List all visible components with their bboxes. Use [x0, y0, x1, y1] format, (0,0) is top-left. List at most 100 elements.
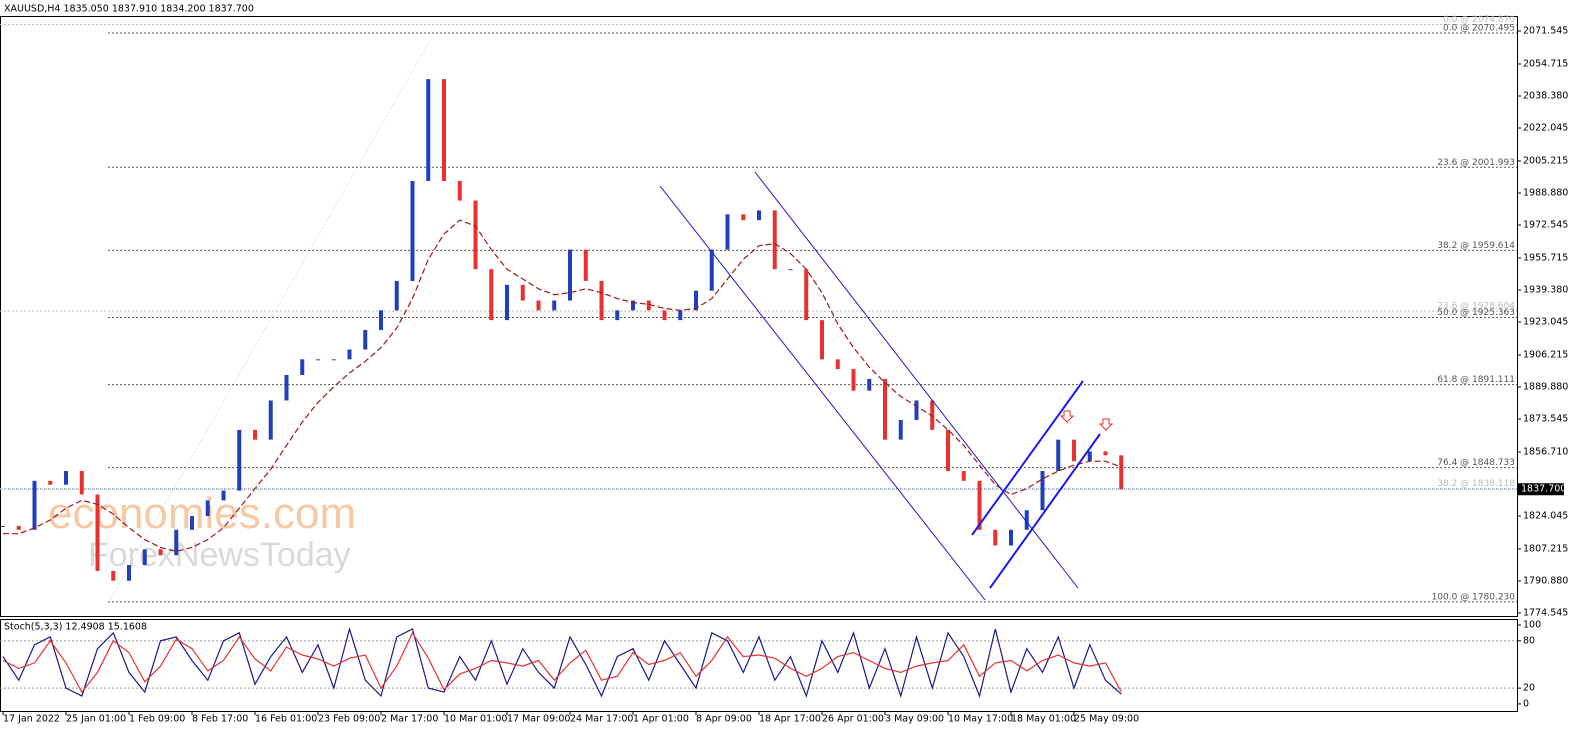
price-bar — [646, 300, 651, 311]
price-bar — [64, 471, 68, 485]
price-bar — [1024, 510, 1029, 530]
y-tick-label: 1856.710 — [1523, 446, 1568, 457]
price-bar — [347, 349, 352, 360]
indicator-header: Stoch(5,3,3) 12.4908 15.1608 — [4, 622, 147, 633]
y-tick-label: 1939.380 — [1523, 284, 1568, 295]
price-bar — [300, 359, 305, 375]
fib-label: 61.8 @ 1891.111 — [1437, 375, 1515, 385]
price-bar — [457, 180, 462, 201]
y-tick-label: 1873.545 — [1523, 413, 1568, 424]
fib-label: 0.0 @ 2070.495 — [1443, 24, 1515, 34]
y-tick-label: 20 — [1523, 683, 1535, 694]
price-bar — [1040, 471, 1045, 511]
x-tick-label: 10 May 17:00 — [948, 714, 1013, 725]
price-bar — [583, 249, 588, 281]
main-panel — [0, 16, 1518, 617]
x-tick-label: 17 Jan 2022 — [3, 714, 60, 725]
price-bar — [111, 570, 116, 581]
price-bar — [851, 369, 856, 391]
price-bar — [520, 284, 525, 301]
y-tick-label: 2022.045 — [1523, 122, 1568, 133]
series-line — [2, 626, 1122, 699]
channel-line — [989, 433, 1101, 589]
x-tick-label: 16 Feb 01:00 — [255, 714, 317, 725]
y-tick-label: 1824.045 — [1523, 510, 1568, 521]
current-price-label: 1837.700 — [1521, 484, 1566, 495]
price-bar — [914, 400, 919, 421]
channel-line — [754, 171, 1079, 589]
price-bar — [615, 310, 620, 321]
y-tick-label: 1906.215 — [1523, 349, 1568, 360]
x-tick-label: 10 Mar 01:00 — [444, 714, 507, 725]
x-tick-label: 3 May 09:00 — [885, 714, 944, 725]
fib-label: 23.6 @ 2001.993 — [1437, 158, 1515, 168]
price-bar — [725, 214, 730, 250]
price-bar — [221, 490, 226, 501]
y-tick-label: 2054.715 — [1523, 58, 1568, 69]
price-bar — [1119, 455, 1124, 490]
price-bar — [363, 329, 368, 350]
fib-label: 23.6 @ 1928.604 — [1437, 302, 1515, 312]
fib-label: 76.4 @ 1848.733 — [1437, 458, 1515, 468]
price-bar — [316, 359, 320, 361]
price-bar — [772, 210, 777, 270]
price-bar — [804, 269, 809, 321]
price-bar — [678, 310, 683, 321]
x-tick-label: 18 May 01:00 — [1011, 714, 1076, 725]
price-bar — [379, 310, 383, 330]
watermark: ForexNewsToday — [88, 536, 351, 574]
watermark: economies.com — [48, 489, 356, 538]
y-tick-label: 1790.880 — [1523, 575, 1568, 586]
x-tick-label: 26 Apr 01:00 — [822, 714, 884, 725]
y-tick-label: 100 — [1523, 620, 1541, 631]
price-bar — [993, 529, 998, 546]
price-bar — [568, 249, 572, 301]
price-bar — [757, 210, 761, 221]
fib-label: 38.2 @ 1959.614 — [1437, 241, 1515, 251]
y-tick-label: 1988.880 — [1523, 187, 1568, 198]
price-bar — [79, 471, 84, 495]
y-tick-label: 1889.880 — [1523, 381, 1568, 392]
price-bar — [284, 374, 289, 401]
price-bar — [505, 284, 509, 321]
price-bar — [489, 269, 494, 321]
y-tick-label: 1923.045 — [1523, 316, 1568, 327]
price-bar — [599, 280, 604, 321]
y-tick-label: 0 — [1523, 698, 1529, 709]
price-bar — [253, 429, 257, 440]
price-bar — [788, 269, 793, 271]
price-bar — [473, 200, 478, 270]
x-tick-label: 23 Feb 09:00 — [318, 714, 380, 725]
y-tick-label: 1972.545 — [1523, 219, 1568, 230]
price-bar — [835, 359, 840, 370]
drawings — [659, 171, 1114, 601]
y-tick-label: 80 — [1523, 635, 1535, 646]
price-bar — [883, 378, 887, 440]
price-bar — [961, 471, 966, 481]
x-tick-label: 8 Apr 09:00 — [696, 714, 752, 725]
y-tick-label: 1807.215 — [1523, 543, 1568, 554]
price-bar — [1087, 451, 1092, 462]
price-bar — [1056, 439, 1061, 472]
price-bar — [741, 214, 746, 221]
price-bar — [48, 480, 53, 485]
y-tick-label: 2038.380 — [1523, 90, 1568, 101]
x-tick-label: 25 May 09:00 — [1074, 714, 1139, 725]
plot-layer: 2071.545 2054.715 2038.380 2022.045 2005.215… — [0, 15, 1568, 725]
y-tick-label: 1955.715 — [1523, 252, 1568, 263]
arrow-down — [1059, 410, 1075, 423]
y-tick-label: 1774.545 — [1523, 607, 1568, 618]
price-bar — [694, 290, 698, 311]
price-bar — [127, 565, 131, 581]
price-bar — [394, 280, 399, 311]
x-tick-label: 25 Jan 01:00 — [66, 714, 126, 725]
channel-line — [659, 185, 986, 601]
price-bar — [709, 249, 714, 291]
channel-line — [971, 380, 1084, 536]
x-tick-label: 1 Feb 09:00 — [129, 714, 185, 725]
price-bar — [410, 180, 415, 281]
price-bar — [867, 378, 872, 391]
price-bar — [331, 359, 336, 361]
price-bar — [442, 79, 446, 181]
